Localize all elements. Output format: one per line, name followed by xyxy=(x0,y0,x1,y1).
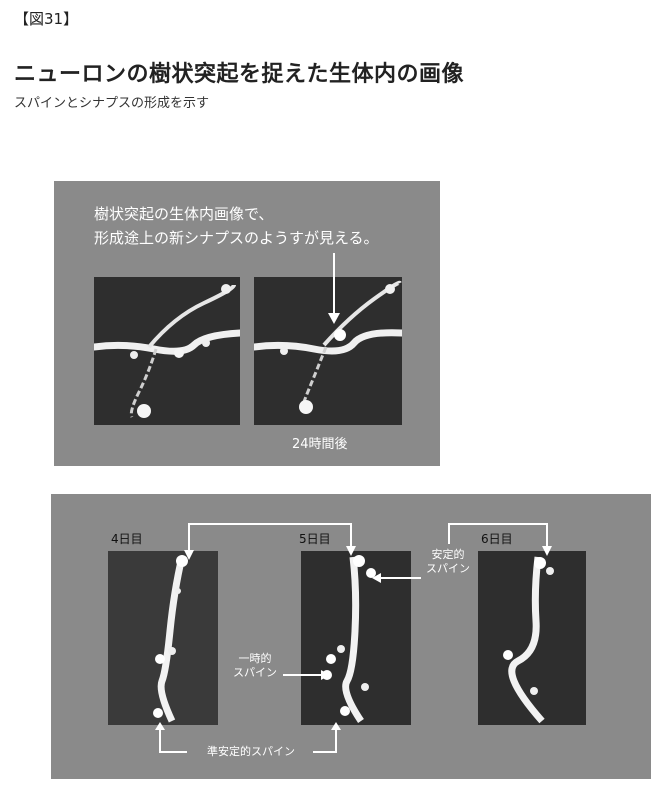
page-title: ニューロンの樹状突起を捉えた生体内の画像 xyxy=(14,62,465,87)
micrograph-day4 xyxy=(108,551,218,725)
day-label-4: 4日目 xyxy=(111,532,143,546)
day-label-5: 5日目 xyxy=(299,532,331,546)
transient-spine-label-line2: スパイン xyxy=(233,666,277,679)
stable-spine-label-line2: スパイン xyxy=(426,562,470,575)
top-caption-line1: 樹状突起の生体内画像で、 xyxy=(94,205,274,223)
bottom-figure-panel: 4日目 5日目 6日目 xyxy=(51,494,651,779)
annotation-connectors xyxy=(155,523,552,753)
time-label: 24時間後 xyxy=(292,437,348,452)
semi-stable-spine-label: 準安定的スパイン xyxy=(207,745,295,758)
new-synapse-arrow xyxy=(328,253,340,324)
page-subtitle: スパインとシナプスの形成を示す xyxy=(14,96,210,111)
top-caption-line2: 形成途上の新シナプスのようすが見える。 xyxy=(94,229,379,247)
stable-spine-label-line1: 安定的 xyxy=(431,548,465,561)
micrograph-day5 xyxy=(301,551,411,725)
top-figure-panel: 樹状突起の生体内画像で、 形成途上の新シナプスのようすが見える。 24時間後 xyxy=(54,181,440,466)
transient-spine-label: 一時的 スパイン xyxy=(227,652,283,680)
transient-spine-label-line1: 一時的 xyxy=(238,652,272,665)
micrograph-before xyxy=(94,277,240,425)
micrograph-day6 xyxy=(478,551,586,725)
stable-spine-label: 安定的 スパイン xyxy=(423,548,473,576)
day-label-6: 6日目 xyxy=(481,532,513,546)
micrograph-after xyxy=(254,277,402,425)
figure-label: 【図31】 xyxy=(14,10,79,28)
